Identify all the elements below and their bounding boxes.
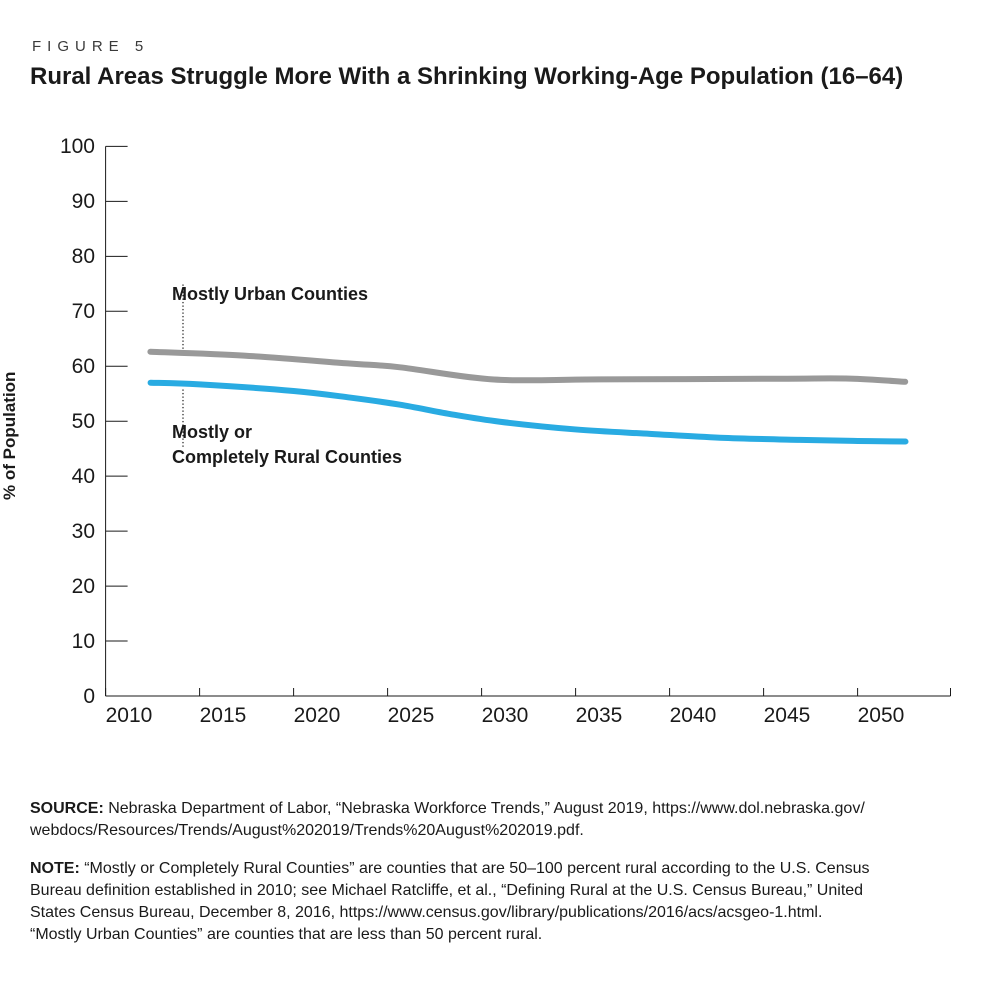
svg-text:0: 0: [83, 685, 95, 708]
svg-text:2015: 2015: [200, 704, 247, 727]
svg-text:2020: 2020: [294, 704, 341, 727]
svg-text:2030: 2030: [482, 704, 529, 727]
svg-text:30: 30: [72, 520, 95, 543]
svg-text:Mostly Urban Counties: Mostly Urban Counties: [172, 284, 368, 304]
svg-text:Completely Rural Counties: Completely Rural Counties: [172, 447, 402, 467]
svg-text:90: 90: [72, 190, 95, 213]
svg-text:100: 100: [60, 135, 95, 158]
svg-text:70: 70: [72, 300, 95, 323]
svg-text:80: 80: [72, 245, 95, 268]
svg-text:2025: 2025: [388, 704, 435, 727]
svg-text:20: 20: [72, 575, 95, 598]
svg-text:Mostly or: Mostly or: [172, 422, 252, 442]
svg-text:10: 10: [72, 630, 95, 653]
svg-text:2040: 2040: [670, 704, 717, 727]
svg-text:2045: 2045: [764, 704, 811, 727]
svg-text:2050: 2050: [858, 704, 905, 727]
svg-text:2035: 2035: [576, 704, 623, 727]
svg-text:2010: 2010: [106, 704, 153, 727]
svg-text:60: 60: [72, 355, 95, 378]
svg-text:50: 50: [72, 410, 95, 433]
svg-text:40: 40: [72, 465, 95, 488]
